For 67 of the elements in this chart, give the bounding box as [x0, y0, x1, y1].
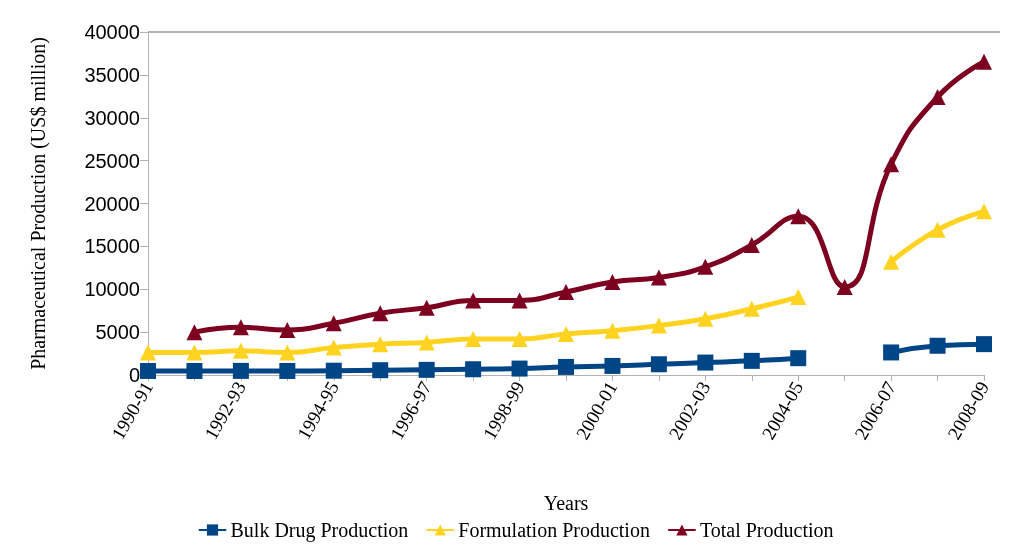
point — [697, 310, 714, 327]
point — [140, 344, 156, 361]
point — [743, 236, 760, 253]
point — [650, 317, 667, 334]
y-tick-label: 30000 — [84, 106, 140, 129]
point — [650, 356, 667, 373]
point — [790, 289, 807, 306]
y-tick-label: 0 — [128, 364, 140, 386]
legend-label: Bulk Drug Production — [230, 519, 409, 542]
y-tick-label: 15000 — [84, 235, 140, 258]
point — [186, 324, 203, 341]
point — [325, 362, 342, 379]
point — [883, 344, 900, 361]
point — [465, 292, 482, 309]
point — [325, 339, 342, 356]
point — [976, 53, 992, 70]
point — [697, 258, 714, 275]
point — [883, 156, 900, 173]
point — [465, 331, 482, 348]
point — [929, 221, 946, 238]
point — [418, 334, 435, 351]
point — [604, 273, 621, 290]
point — [418, 361, 435, 378]
point — [140, 362, 156, 379]
point — [511, 331, 528, 348]
point — [790, 208, 807, 225]
point — [232, 342, 249, 359]
point — [743, 352, 760, 369]
point — [279, 362, 296, 379]
y-tick-label: 10000 — [84, 278, 140, 301]
legend-label: Formulation Production — [458, 519, 650, 541]
point — [790, 350, 807, 367]
point — [883, 253, 900, 270]
point — [976, 336, 992, 353]
point — [372, 362, 389, 379]
x-axis-title: Years — [543, 492, 589, 514]
point — [511, 292, 528, 309]
point — [325, 315, 342, 332]
point — [604, 357, 621, 374]
point — [511, 360, 528, 377]
point — [836, 278, 853, 295]
point — [558, 283, 574, 300]
y-tick-label: 20000 — [84, 192, 140, 215]
point — [976, 203, 992, 220]
point — [372, 305, 389, 322]
legend-label: Total Production — [699, 519, 834, 541]
point — [279, 344, 296, 361]
y-tick-label: 35000 — [84, 63, 140, 86]
point — [372, 336, 389, 353]
y-tick-label: 40000 — [84, 21, 140, 43]
point — [929, 337, 946, 354]
point — [465, 361, 482, 378]
point — [232, 319, 249, 336]
point — [279, 321, 296, 338]
point — [697, 354, 714, 371]
point — [650, 269, 667, 286]
point — [232, 362, 249, 379]
point — [558, 326, 574, 343]
point — [743, 300, 760, 317]
point — [186, 344, 203, 361]
point — [558, 358, 574, 375]
point — [186, 362, 203, 379]
point — [604, 322, 621, 339]
y-axis-title: Pharmaceutical Production (US$ million) — [27, 37, 50, 370]
point — [418, 299, 435, 316]
y-tick-label: 25000 — [84, 149, 140, 172]
y-tick-label: 5000 — [95, 321, 140, 344]
